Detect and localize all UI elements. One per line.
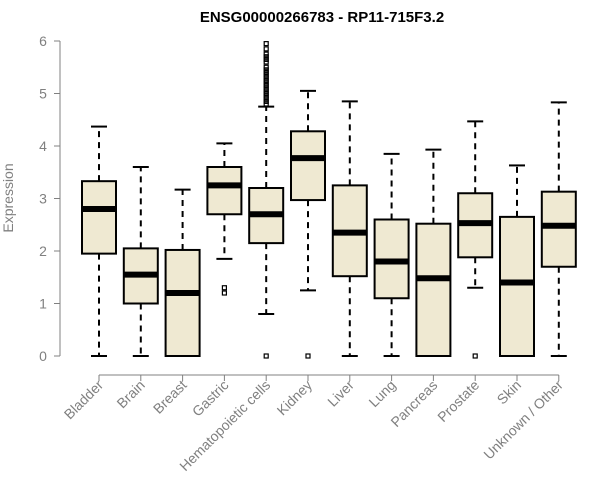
box-10 [499, 164, 535, 357]
box-rect-11 [540, 190, 577, 268]
outlier-4-1 [263, 101, 269, 107]
y-tick-label-4: 4 [39, 138, 47, 154]
outlier-9-0 [472, 353, 478, 359]
outlier-3-0 [221, 290, 227, 296]
outlier-4-8 [263, 83, 269, 89]
outlier-4-9 [263, 80, 269, 86]
box-rect-2 [164, 248, 201, 357]
outlier-4-4 [263, 93, 269, 99]
outlier-4-3 [263, 96, 269, 102]
outlier-4-17 [263, 56, 269, 62]
box-2 [164, 188, 201, 357]
outlier-4-12 [263, 72, 269, 78]
x-tick-label-2: Breast [150, 377, 190, 417]
y-tick-label-6: 6 [39, 33, 47, 49]
y-tick-label-1: 1 [39, 296, 47, 312]
x-tick-label-1: Brain [113, 377, 147, 411]
x-tick-label-0: Bladder [61, 377, 107, 423]
box-5 [290, 89, 326, 359]
outlier-4-20 [263, 46, 269, 52]
box-7 [373, 152, 410, 357]
outlier-4-18 [263, 54, 269, 60]
outlier-4-5 [263, 90, 269, 97]
x-tick-label-5: Kidney [274, 377, 316, 419]
box-rect-3 [206, 166, 243, 216]
y-axis: 0 1 2 3 4 5 6 [39, 33, 61, 364]
x-tick-label-6: Liver [324, 377, 357, 410]
box-6 [331, 100, 368, 357]
y-axis-label: Expression [0, 163, 16, 232]
x-tick-label-11: Unknown / Other [480, 377, 566, 463]
box-4 [248, 41, 285, 359]
outlier-4-13 [263, 69, 269, 76]
box-0 [81, 125, 117, 357]
y-tick-label-0: 0 [39, 348, 47, 364]
box-series [81, 41, 577, 359]
box-rect-5 [290, 130, 326, 202]
box-11 [540, 101, 577, 357]
x-tick-label-9: Prostate [434, 377, 482, 425]
chart-title: ENSG00000266783 - RP11-715F3.2 [200, 9, 444, 26]
y-tick-label-5: 5 [39, 86, 47, 102]
outlier-4-2 [263, 98, 269, 104]
outlier-4-19 [263, 51, 269, 57]
x-tick-label-7: Lung [365, 377, 398, 410]
box-rect-10 [499, 215, 535, 357]
outlier-5-0 [305, 353, 311, 359]
box-9 [457, 120, 494, 359]
outlier-4-15 [263, 64, 269, 70]
outlier-4-16 [263, 59, 269, 65]
box-rect-0 [81, 180, 117, 255]
box-1 [122, 166, 159, 357]
y-tick-label-3: 3 [39, 191, 47, 207]
x-tick-label-10: Skin [494, 377, 525, 408]
outlier-4-6 [263, 88, 269, 94]
outlier-4-7 [263, 85, 269, 91]
outlier-4-11 [263, 75, 269, 81]
outlier-4-21 [263, 41, 269, 47]
box-8 [415, 148, 452, 357]
outlier-4-14 [263, 67, 269, 73]
outlier-4-10 [263, 77, 269, 83]
box-rect-8 [415, 222, 452, 357]
outlier-3-1 [221, 285, 227, 291]
outlier-4-0 [263, 353, 269, 359]
box-3 [206, 142, 243, 296]
y-tick-label-2: 2 [39, 243, 47, 259]
